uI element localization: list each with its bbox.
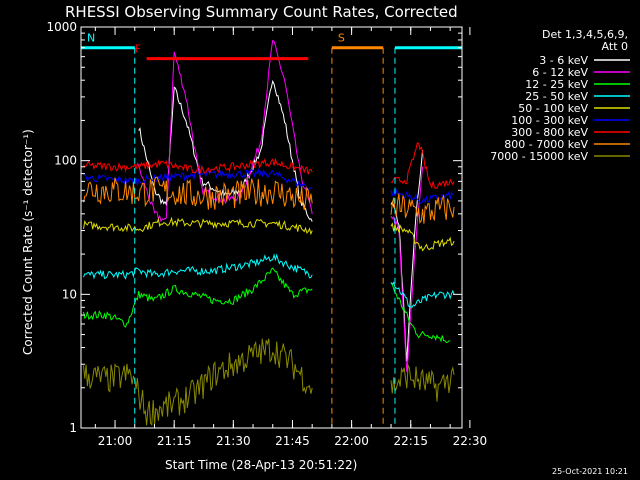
- legend-header: Att 0: [602, 40, 628, 53]
- axes: 21:00 21:15 21:30 21:45 22:00 22:15 22:30 1 10 10…: [46, 20, 487, 448]
- legend-entry-label: 7000 - 15000 keV: [490, 150, 588, 163]
- series-line-4: [83, 216, 455, 252]
- x-tick-label: 22:15: [393, 434, 428, 448]
- y-axis-label: Corrected Count Rate (s⁻¹ detector⁻¹): [21, 129, 35, 355]
- x-tick-label: 22:30: [453, 434, 488, 448]
- legend-entry-label: 3 - 6 keV: [539, 54, 588, 67]
- series-line-7: [83, 176, 455, 224]
- y-tick-label: 10: [62, 287, 77, 301]
- legend-entry-label: 12 - 25 keV: [525, 78, 588, 91]
- flag-label-N: N: [87, 32, 95, 45]
- series-line-0: [138, 79, 424, 362]
- flag-label-S: S: [338, 32, 345, 45]
- x-tick-label: 21:15: [157, 434, 192, 448]
- series-line-3: [83, 253, 455, 308]
- legend-entry-label: 800 - 7000 keV: [504, 138, 588, 151]
- legend-entry-label: 50 - 100 keV: [518, 102, 588, 115]
- legend-entry-label: 25 - 50 keV: [525, 90, 588, 103]
- x-tick-label: 21:45: [275, 434, 310, 448]
- legend-entry-label: 6 - 12 keV: [532, 66, 588, 79]
- plot-area: NFS: [81, 32, 462, 428]
- timestamp: 25-Oct-2021 10:21: [552, 467, 628, 476]
- series-line-6: [83, 142, 455, 190]
- y-tick-label: 1000: [46, 20, 77, 34]
- series-line-1: [138, 39, 424, 372]
- legend-header: Det 1,3,4,5,6,9,: [542, 28, 628, 41]
- series-line-8: [83, 338, 455, 427]
- y-tick-label: 1: [69, 421, 77, 435]
- x-tick-label: 21:00: [98, 434, 133, 448]
- series-line-2: [83, 267, 451, 344]
- legend-entry-label: 100 - 300 keV: [511, 114, 588, 127]
- flag-label-F: F: [135, 43, 141, 56]
- x-axis-label: Start Time (28-Apr-13 20:51:22): [165, 458, 357, 472]
- plot-frame: [80, 26, 463, 429]
- chart-title: RHESSI Observing Summary Count Rates, Co…: [65, 3, 458, 21]
- x-tick-label: 21:30: [216, 434, 251, 448]
- y-tick-label: 100: [54, 154, 77, 168]
- x-tick-label: 22:00: [334, 434, 369, 448]
- legend-entry-label: 300 - 800 keV: [511, 126, 588, 139]
